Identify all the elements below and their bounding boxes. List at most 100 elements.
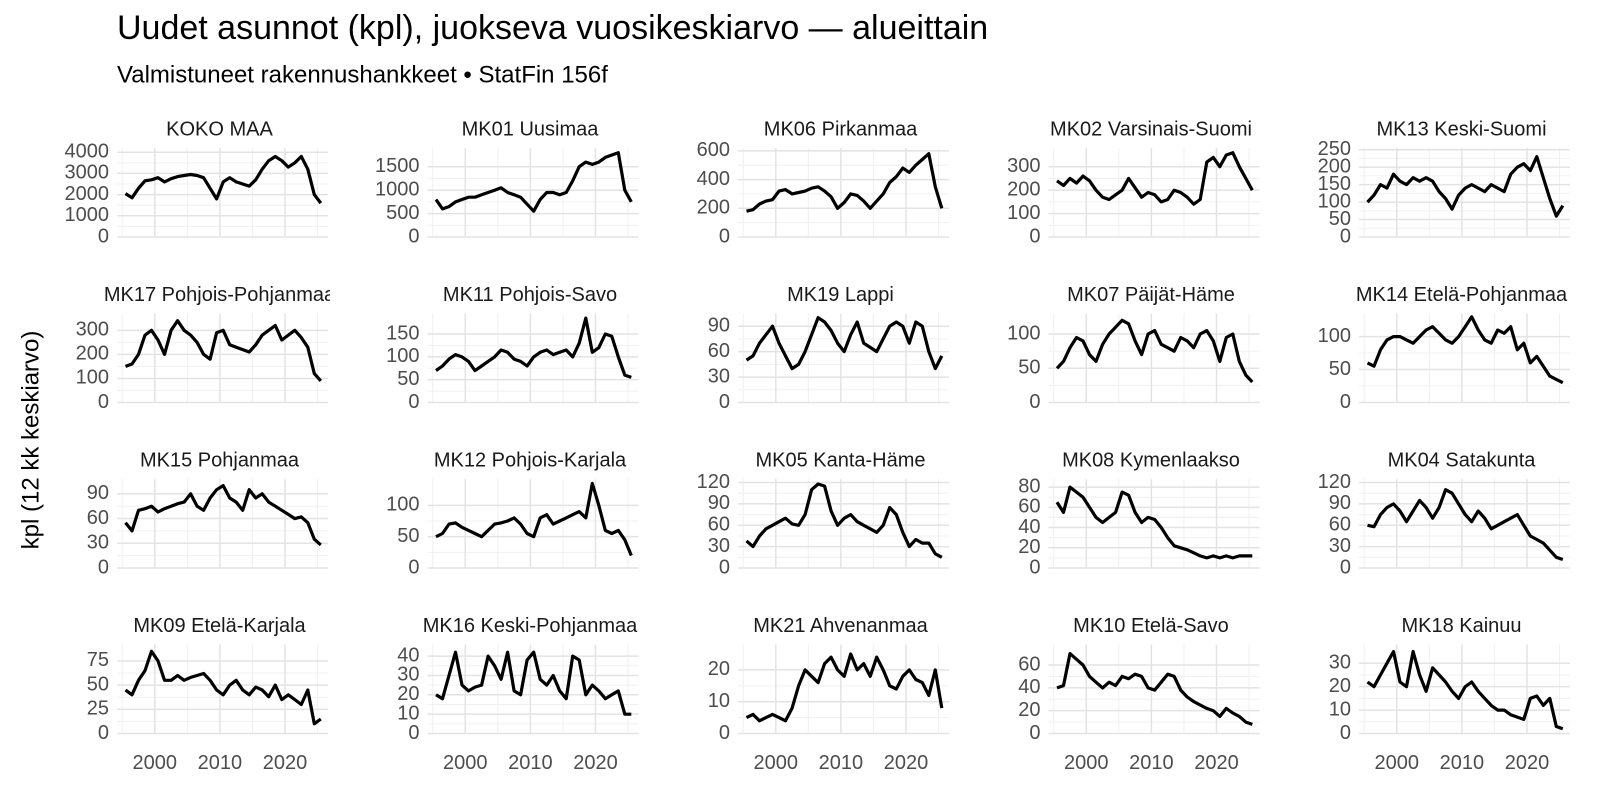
x-tick-label: 2020	[1505, 752, 1550, 774]
y-tick-label: 120	[697, 471, 730, 493]
y-tick-label: 2000	[65, 183, 110, 205]
y-tick-label: 200	[76, 343, 109, 365]
panel-title: MK04 Satakunta	[1388, 449, 1537, 471]
y-tick-label: 0	[1340, 556, 1351, 578]
y-tick-label: 10	[397, 702, 419, 724]
y-tick-label: 0	[719, 556, 730, 578]
series-line	[746, 152, 944, 213]
y-tick-label: 50	[87, 673, 109, 695]
y-tick-label: 10	[708, 690, 730, 712]
y-tick-label: 3000	[65, 162, 110, 184]
series-line	[1366, 155, 1565, 218]
y-tick-label: 90	[1329, 492, 1351, 514]
series-line	[745, 652, 944, 723]
chart-title: Uudet asunnot (kpl), juokseva vuosikeski…	[117, 9, 988, 47]
y-tick-label: 20	[1018, 699, 1040, 721]
series-line	[745, 316, 944, 371]
y-tick-label: 30	[708, 535, 730, 557]
panel-title: MK01 Uusimaa	[462, 118, 600, 140]
y-tick-label: 0	[408, 391, 419, 413]
series-line	[1055, 485, 1253, 560]
y-tick-label: 100	[386, 494, 419, 516]
series-line	[124, 154, 323, 205]
series-line	[1056, 151, 1254, 206]
y-tick-label: 100	[386, 345, 419, 367]
y-tick-label: 300	[76, 319, 109, 341]
x-tick-label: 2020	[263, 752, 308, 774]
y-tick-label: 60	[87, 507, 109, 529]
series-line	[124, 649, 322, 726]
panel-title: MK16 Keski-Pohjanmaa	[423, 615, 638, 637]
y-tick-label: 10	[1329, 698, 1351, 720]
y-tick-label: 30	[1329, 652, 1351, 674]
y-tick-label: 100	[1318, 190, 1351, 212]
x-tick-label: 2000	[443, 752, 488, 774]
series-line	[435, 316, 632, 379]
panel-title: MK19 Lappi	[787, 284, 894, 306]
y-tick-label: 1000	[375, 178, 420, 200]
series-line	[434, 151, 633, 213]
y-tick-label: 40	[1018, 676, 1040, 698]
series-line	[435, 481, 633, 557]
y-tick-label: 150	[386, 322, 419, 344]
y-tick-label: 50	[1329, 208, 1351, 230]
panel-title: MK09 Etelä-Karjala	[133, 615, 306, 637]
y-tick-label: 100	[1007, 202, 1040, 224]
y-tick-label: 250	[1318, 138, 1351, 160]
series-line	[1367, 488, 1564, 562]
y-tick-label: 100	[1318, 325, 1351, 347]
x-tick-label: 2020	[884, 752, 929, 774]
y-tick-label: 0	[408, 722, 419, 744]
y-tick-label: 0	[719, 722, 730, 744]
y-tick-label: 100	[76, 367, 109, 389]
y-tick-label: 90	[708, 492, 730, 514]
series-line	[1055, 318, 1254, 384]
panel-title: KOKO MAA	[166, 118, 273, 140]
x-tick-label: 2010	[819, 752, 864, 774]
panel-title: MK18 Kainuu	[1401, 615, 1521, 637]
panel-title: MK08 Kymenlaakso	[1062, 449, 1240, 471]
y-tick-label: 90	[708, 314, 730, 336]
y-tick-label: 20	[708, 658, 730, 680]
y-tick-label: 120	[1318, 471, 1351, 493]
y-tick-label: 40	[1018, 516, 1040, 538]
panel-title: MK21 Ahvenanmaa	[753, 615, 928, 637]
y-tick-label: 30	[708, 365, 730, 387]
series-line	[745, 482, 943, 559]
panel-title: MK06 Pirkanmaa	[764, 118, 918, 140]
x-tick-label: 2000	[1064, 752, 1109, 774]
y-tick-label: 50	[1329, 358, 1351, 380]
y-tick-label: 60	[708, 340, 730, 362]
y-tick-label: 50	[397, 525, 419, 547]
y-tick-label: 200	[1318, 155, 1351, 177]
series-line	[1366, 649, 1564, 731]
y-tick-label: 60	[708, 514, 730, 536]
y-tick-label: 50	[1018, 357, 1040, 379]
x-tick-label: 2010	[198, 752, 243, 774]
y-tick-label: 0	[1340, 722, 1351, 744]
y-tick-label: 200	[1007, 178, 1040, 200]
y-tick-label: 500	[386, 202, 419, 224]
y-tick-label: 0	[408, 556, 419, 578]
panel-title: MK14 Etelä-Pohjanmaa	[1356, 284, 1568, 306]
y-tick-label: 30	[87, 532, 109, 554]
series-line	[124, 484, 322, 547]
y-tick-label: 1500	[375, 155, 420, 177]
y-tick-label: 90	[87, 482, 109, 504]
y-tick-label: 60	[1018, 653, 1040, 675]
y-tick-label: 150	[1318, 173, 1351, 195]
panel-title: MK07 Päijät-Häme	[1067, 284, 1235, 306]
y-tick-label: 0	[719, 225, 730, 247]
y-tick-label: 75	[87, 649, 109, 671]
y-tick-label: 1000	[65, 204, 110, 226]
y-tick-label: 60	[1018, 496, 1040, 518]
y-tick-label: 30	[1329, 535, 1351, 557]
y-tick-label: 600	[697, 139, 730, 161]
y-tick-label: 0	[1340, 391, 1351, 413]
panel-title: MK15 Pohjanmaa	[140, 449, 300, 471]
y-tick-label: 0	[719, 391, 730, 413]
y-tick-label: 400	[697, 168, 730, 190]
y-tick-label: 20	[1018, 536, 1040, 558]
